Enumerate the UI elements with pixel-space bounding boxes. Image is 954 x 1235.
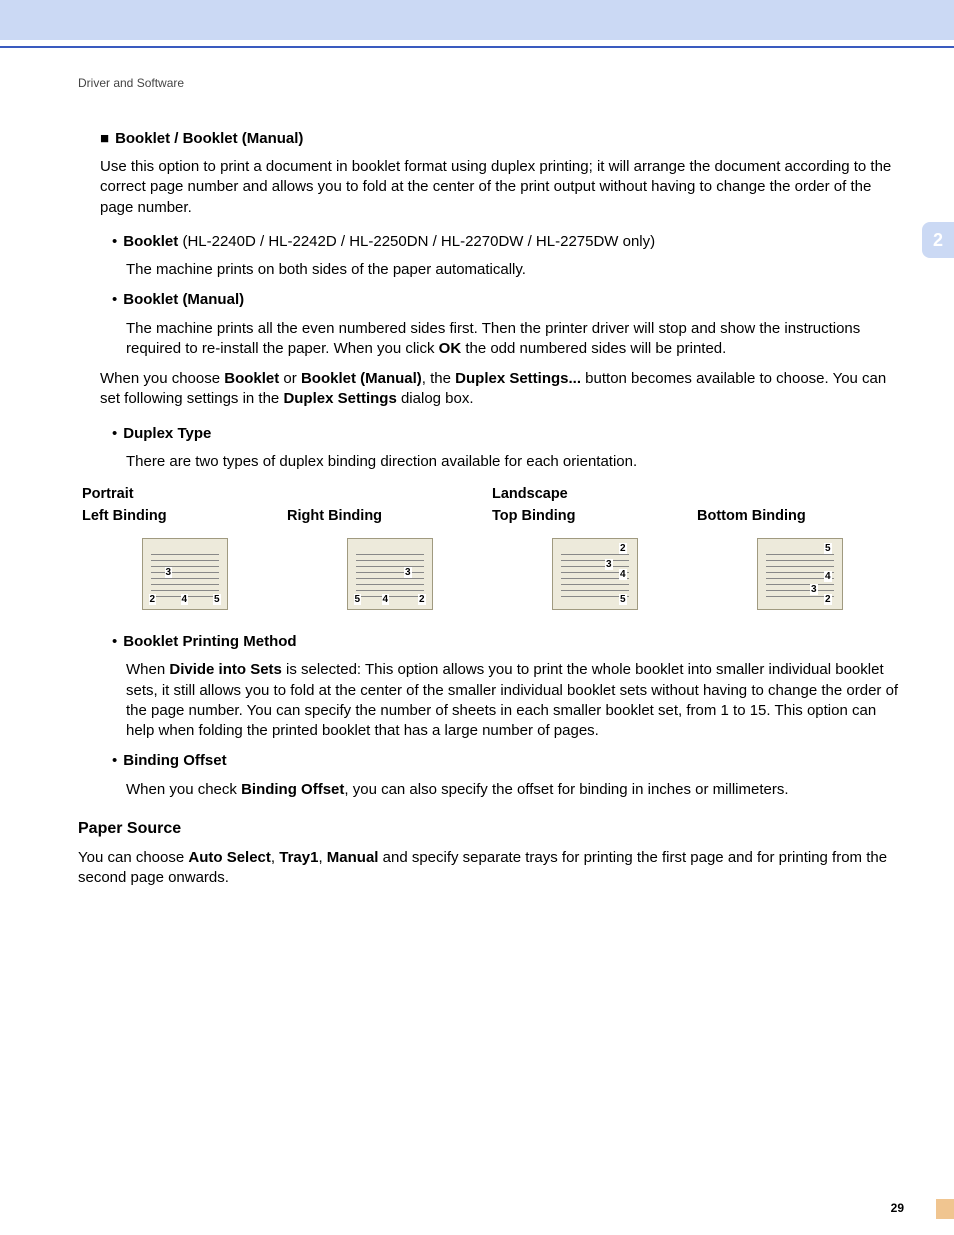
num: 4 (382, 594, 390, 605)
text-run-bold: Booklet (Manual) (301, 370, 422, 387)
booklet-label: Booklet (123, 233, 178, 250)
binding-left-icon: 2 3 4 5 (82, 534, 287, 620)
list-item: •Booklet (Manual) The machine prints all… (112, 290, 904, 359)
text-run: the odd numbered sides will be printed. (461, 340, 726, 357)
duplex-intro: When you choose Booklet or Booklet (Manu… (100, 369, 904, 410)
col-right-binding: Right Binding (287, 508, 492, 534)
duplex-type-label: Duplex Type (123, 425, 211, 442)
num: 3 (165, 567, 173, 578)
text-run: When you check (126, 781, 241, 798)
section-booklet-heading-text: Booklet / Booklet (Manual) (115, 130, 303, 147)
text-run-bold: Tray1 (279, 849, 318, 866)
booklet-auto-text: The machine prints on both sides of the … (126, 260, 904, 280)
num: 2 (418, 594, 426, 605)
num: 4 (181, 594, 189, 605)
table-header-empty (287, 482, 492, 508)
col-left-binding: Left Binding (82, 508, 287, 534)
bpm-text: When Divide into Sets is selected: This … (126, 660, 904, 741)
page-number-bar (936, 1199, 954, 1219)
page-number: 29 (891, 1201, 904, 1215)
chapter-tab: 2 (922, 222, 954, 258)
text-run: , (271, 849, 279, 866)
binding-right-icon: 5 4 3 2 (287, 534, 492, 620)
list-item: •Duplex Type There are two types of dupl… (112, 424, 904, 473)
list-item: •Booklet (HL-2240D / HL-2242D / HL-2250D… (112, 232, 904, 281)
num: 2 (619, 543, 627, 554)
num: 5 (354, 594, 362, 605)
num: 3 (605, 559, 613, 570)
ok-bold: OK (439, 340, 462, 357)
booklet-icon: 2 3 4 5 (142, 538, 228, 610)
text-run: , (318, 849, 326, 866)
list-item: •Booklet Printing Method When Divide int… (112, 632, 904, 741)
paper-source-heading: Paper Source (78, 820, 904, 838)
duplex-type-text: There are two types of duplex binding di… (126, 452, 904, 472)
binding-top-icon: 2 3 4 5 (492, 534, 697, 620)
text-run: or (279, 370, 301, 387)
num: 4 (619, 569, 627, 580)
num: 5 (213, 594, 221, 605)
text-run: When you choose (100, 370, 224, 387)
booklet-models: (HL-2240D / HL-2242D / HL-2250DN / HL-22… (178, 233, 655, 250)
booklet-icon: 5 4 3 2 (757, 538, 843, 610)
top-band (0, 0, 954, 40)
booklet-icon: 5 4 3 2 (347, 538, 433, 610)
text-run-bold: Binding Offset (241, 781, 344, 798)
table-header-empty (697, 482, 902, 508)
binding-bottom-icon: 5 4 3 2 (697, 534, 902, 620)
num: 4 (824, 571, 832, 582)
booklet-icon: 2 3 4 5 (552, 538, 638, 610)
table-header-portrait: Portrait (82, 482, 287, 508)
binding-offset-text: When you check Binding Offset, you can a… (126, 780, 904, 800)
text-run-bold: Divide into Sets (169, 661, 282, 678)
binding-table: Portrait Landscape Left Binding Right Bi… (82, 482, 902, 620)
num: 5 (824, 543, 832, 554)
text-run-bold: Duplex Settings (283, 390, 396, 407)
list-item: •Binding Offset When you check Binding O… (112, 751, 904, 800)
section-booklet-heading: ■ Booklet / Booklet (Manual) (100, 130, 904, 147)
text-run: When (126, 661, 169, 678)
col-top-binding: Top Binding (492, 508, 697, 534)
breadcrumb: Driver and Software (78, 76, 904, 90)
num: 2 (149, 594, 157, 605)
num: 3 (810, 584, 818, 595)
paper-source-text: You can choose Auto Select, Tray1, Manua… (78, 848, 904, 889)
num: 2 (824, 594, 832, 605)
text-run-bold: Booklet (224, 370, 279, 387)
text-run-bold: Auto Select (188, 849, 271, 866)
bpm-label: Booklet Printing Method (123, 633, 296, 650)
table-header-landscape: Landscape (492, 482, 697, 508)
num: 5 (619, 594, 627, 605)
binding-offset-label: Binding Offset (123, 752, 226, 769)
text-run-bold: Manual (327, 849, 379, 866)
text-run: , you can also specify the offset for bi… (344, 781, 788, 798)
num: 3 (404, 567, 412, 578)
booklet-manual-label: Booklet (Manual) (123, 291, 244, 308)
page-body: Driver and Software 2 ■ Booklet / Booklet… (0, 48, 954, 888)
text-run: You can choose (78, 849, 188, 866)
col-bottom-binding: Bottom Binding (697, 508, 902, 534)
text-run: dialog box. (397, 390, 474, 407)
text-run-bold: Duplex Settings... (455, 370, 581, 387)
text-run: , the (422, 370, 455, 387)
booklet-intro: Use this option to print a document in b… (100, 157, 904, 218)
booklet-manual-text: The machine prints all the even numbered… (126, 319, 904, 360)
square-bullet-icon: ■ (100, 130, 109, 147)
